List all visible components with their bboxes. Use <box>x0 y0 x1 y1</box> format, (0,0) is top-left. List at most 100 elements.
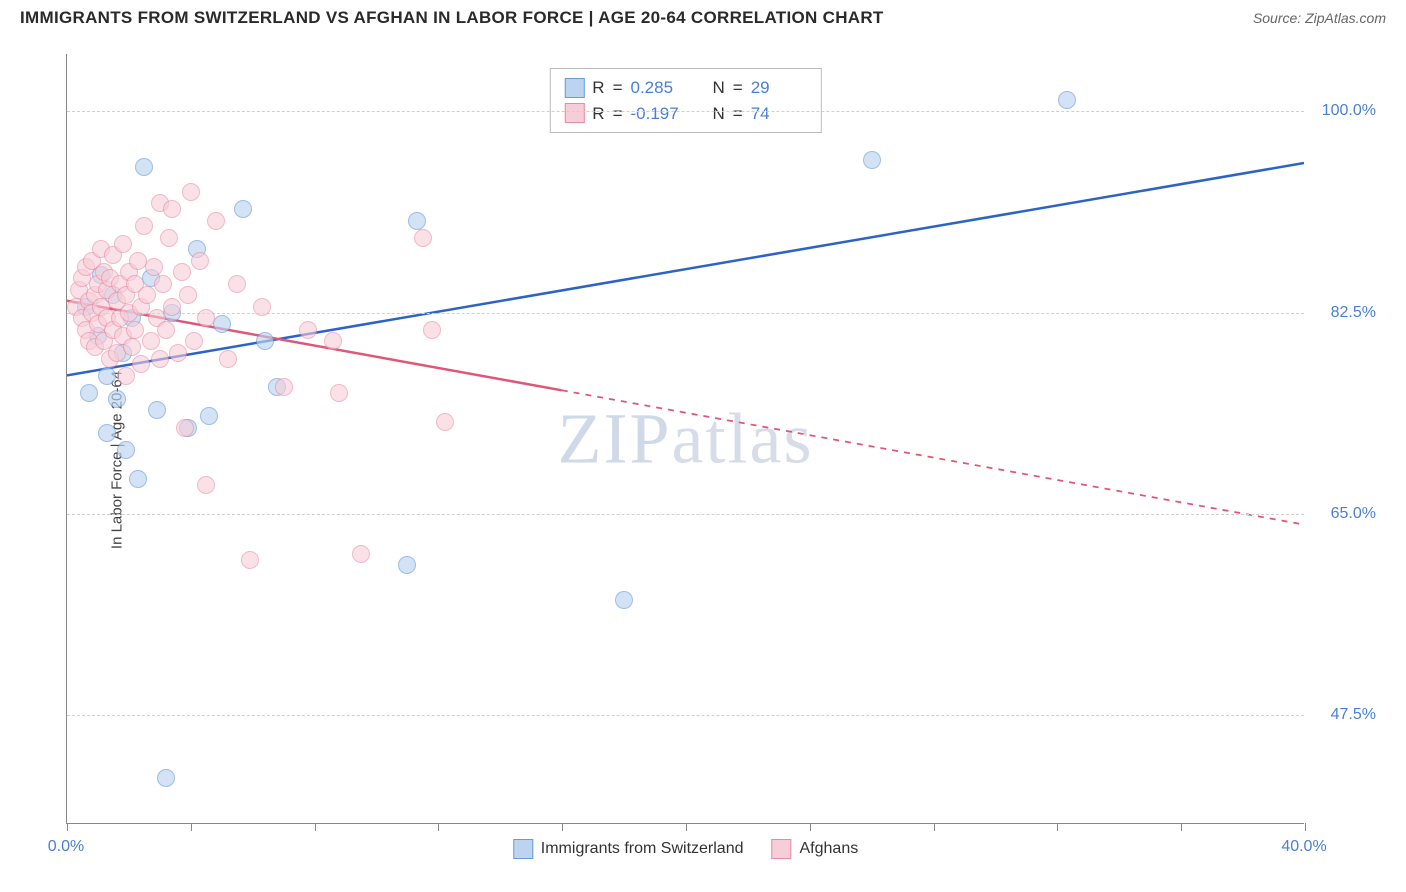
trendline-swiss <box>67 163 1304 375</box>
data-point-swiss <box>863 151 881 169</box>
source-link[interactable]: ZipAtlas.com <box>1305 10 1386 26</box>
corr-R-label: R <box>592 75 604 101</box>
x-tick <box>934 823 935 831</box>
data-point-afghan <box>151 350 169 368</box>
data-point-afghan <box>154 275 172 293</box>
corr-row-swiss: R = 0.285 N = 29 <box>564 75 806 101</box>
data-point-afghan <box>176 419 194 437</box>
data-point-afghan <box>207 212 225 230</box>
gridline <box>67 313 1304 314</box>
data-point-afghan <box>436 413 454 431</box>
source-prefix: Source: <box>1253 10 1305 26</box>
y-tick-label: 82.5% <box>1312 304 1376 322</box>
data-point-afghan <box>219 350 237 368</box>
source-credit: Source: ZipAtlas.com <box>1253 10 1386 26</box>
data-point-swiss <box>98 367 116 385</box>
data-point-afghan <box>423 321 441 339</box>
x-tick <box>67 823 68 831</box>
watermark-atlas: atlas <box>672 398 814 478</box>
data-point-swiss <box>117 441 135 459</box>
swatch-afghan <box>564 103 584 123</box>
corr-eq2: = <box>733 101 743 127</box>
gridline <box>67 514 1304 515</box>
data-point-afghan <box>241 551 259 569</box>
data-point-afghan <box>299 321 317 339</box>
data-point-afghan <box>135 217 153 235</box>
data-point-swiss <box>408 212 426 230</box>
data-point-afghan <box>123 338 141 356</box>
data-point-afghan <box>117 367 135 385</box>
x-tick <box>686 823 687 831</box>
corr-eq2: = <box>733 75 743 101</box>
corr-R-label: R <box>592 101 604 127</box>
data-point-swiss <box>1058 91 1076 109</box>
data-point-swiss <box>135 158 153 176</box>
x-tick-label: 0.0% <box>48 838 84 856</box>
gridline <box>67 715 1304 716</box>
data-point-swiss <box>108 390 126 408</box>
data-point-swiss <box>129 470 147 488</box>
data-point-afghan <box>145 258 163 276</box>
x-tick <box>191 823 192 831</box>
legend-swatch-swiss <box>513 839 533 859</box>
data-point-afghan <box>163 298 181 316</box>
legend-label-afghan: Afghans <box>800 840 859 858</box>
corr-eq: = <box>613 101 623 127</box>
data-point-afghan <box>191 252 209 270</box>
corr-N-label: N <box>713 101 725 127</box>
plot-area: ZIPatlas R=0.285N=29R=-0.197N=74 Immigra… <box>66 54 1304 824</box>
data-point-swiss <box>157 769 175 787</box>
data-point-swiss <box>213 315 231 333</box>
data-point-afghan <box>138 286 156 304</box>
data-point-swiss <box>398 556 416 574</box>
x-tick <box>438 823 439 831</box>
corr-row-afghan: R = -0.197 N = 74 <box>564 101 806 127</box>
corr-R-value-afghan: -0.197 <box>631 101 687 127</box>
corr-eq: = <box>613 75 623 101</box>
data-point-afghan <box>324 332 342 350</box>
y-tick-label: 100.0% <box>1312 102 1376 120</box>
legend-item-swiss: Immigrants from Switzerland <box>513 839 744 859</box>
trendlines-layer <box>67 54 1304 823</box>
data-point-afghan <box>157 321 175 339</box>
data-point-afghan <box>330 384 348 402</box>
data-point-afghan <box>126 321 144 339</box>
corr-N-label: N <box>713 75 725 101</box>
y-tick-label: 47.5% <box>1312 706 1376 724</box>
y-tick-label: 65.0% <box>1312 505 1376 523</box>
x-tick <box>315 823 316 831</box>
data-point-afghan <box>173 263 191 281</box>
trendline-afghan-extrapolated <box>562 390 1304 524</box>
x-tick-label: 40.0% <box>1281 838 1326 856</box>
legend-label-swiss: Immigrants from Switzerland <box>541 840 744 858</box>
data-point-afghan <box>414 229 432 247</box>
data-point-afghan <box>275 378 293 396</box>
data-point-afghan <box>228 275 246 293</box>
data-point-afghan <box>132 355 150 373</box>
data-point-afghan <box>163 200 181 218</box>
corr-R-value-swiss: 0.285 <box>631 75 687 101</box>
watermark-zip: ZIP <box>558 398 672 478</box>
data-point-afghan <box>142 332 160 350</box>
data-point-afghan <box>160 229 178 247</box>
data-point-afghan <box>185 332 203 350</box>
x-tick <box>1057 823 1058 831</box>
legend-swatch-afghan <box>772 839 792 859</box>
data-point-afghan <box>182 183 200 201</box>
data-point-afghan <box>169 344 187 362</box>
data-point-afghan <box>114 235 132 253</box>
data-point-afghan <box>197 309 215 327</box>
data-point-swiss <box>98 424 116 442</box>
corr-N-value-swiss: 29 <box>751 75 807 101</box>
chart-title: IMMIGRANTS FROM SWITZERLAND VS AFGHAN IN… <box>20 8 884 28</box>
data-point-swiss <box>256 332 274 350</box>
data-point-swiss <box>615 591 633 609</box>
chart-container: In Labor Force | Age 20-64 ZIPatlas R=0.… <box>18 40 1388 880</box>
x-tick <box>562 823 563 831</box>
data-point-swiss <box>200 407 218 425</box>
data-point-afghan <box>197 476 215 494</box>
corr-N-value-afghan: 74 <box>751 101 807 127</box>
data-point-afghan <box>253 298 271 316</box>
data-point-swiss <box>148 401 166 419</box>
gridline <box>67 111 1304 112</box>
